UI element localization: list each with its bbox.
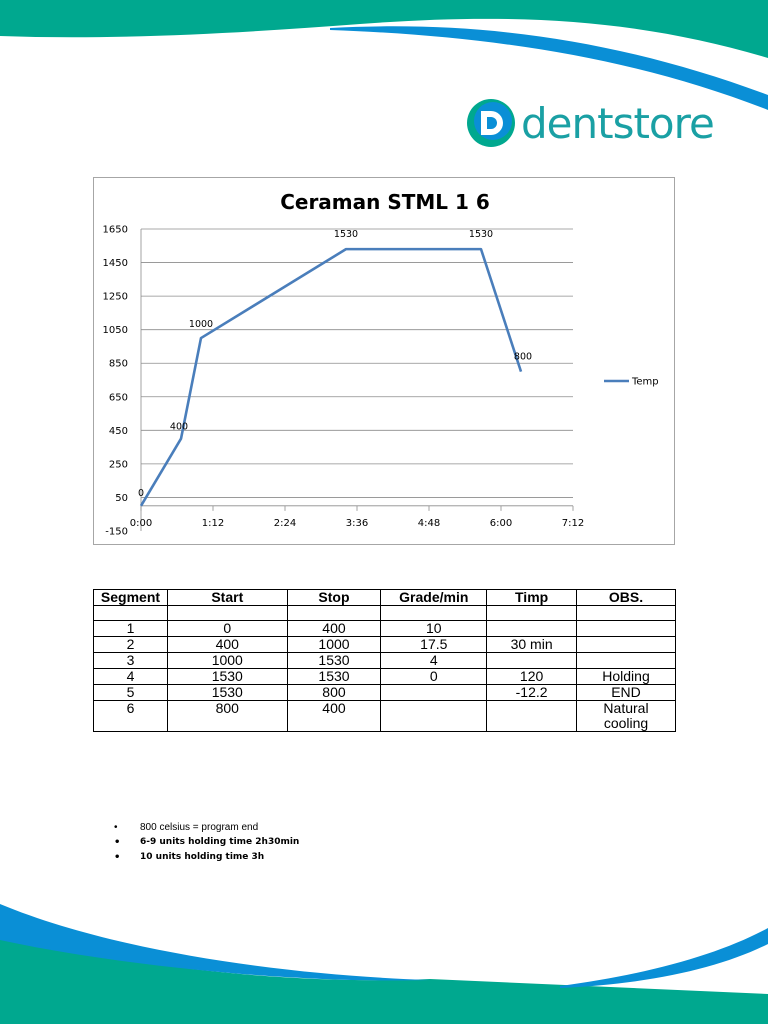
column-header: Stop: [286, 589, 382, 606]
x-tick-label: 3:36: [346, 518, 368, 529]
x-tick-label: 0:00: [130, 518, 152, 529]
x-tick-label: 6:00: [490, 518, 512, 529]
column-header: Timp: [486, 589, 577, 606]
column-header: Segment: [93, 589, 168, 606]
table-cell: [486, 700, 577, 732]
table-header-row: Segment Start Stop Grade/min Timp OBS.: [93, 589, 676, 606]
table-cell: 400: [166, 636, 288, 653]
table-cell: [286, 605, 382, 621]
column-header: OBS.: [576, 589, 676, 606]
data-label: 800: [514, 352, 532, 363]
table-cell: 30 min: [486, 636, 577, 653]
data-label: 1530: [469, 229, 493, 240]
table-cell: [93, 605, 168, 621]
data-label: 1000: [189, 319, 213, 330]
table-cell: 1530: [166, 684, 288, 701]
table-cell: [576, 605, 676, 621]
table-row: [93, 605, 676, 621]
table-cell: [576, 652, 676, 669]
chart-title: Ceraman STML 1 6: [280, 190, 490, 214]
table-body: 1 0 400 10 2 400 1000 17.5 30 min 3 1000 1530 4 4 1530…: [93, 605, 676, 732]
segment-table: Segment Start Stop Grade/min Timp OBS. 1 0 400 1…: [93, 589, 676, 732]
list-item: 10 units holding time 3h: [114, 850, 299, 865]
table-cell: [380, 684, 488, 701]
legend-label: Temp: [631, 377, 659, 388]
temp-series-line: [139, 247, 523, 507]
table-row: 1 0 400 10: [93, 620, 676, 637]
table-cell: [380, 605, 488, 621]
y-tick-label: 1050: [103, 325, 128, 336]
table-cell: 0: [166, 620, 288, 637]
table-cell: 1000: [166, 652, 288, 669]
data-label: 0: [138, 488, 144, 499]
table-cell: [486, 620, 577, 637]
table-cell: 6: [93, 700, 168, 732]
table-row: 5 1530 800 -12.2 END: [93, 684, 676, 701]
y-tick-label: 650: [109, 392, 128, 403]
x-tick-label: 7:12: [562, 518, 584, 529]
table-cell: 120: [486, 668, 577, 685]
x-tick-label: 1:12: [202, 518, 224, 529]
table-cell: 400: [286, 700, 382, 732]
logo-text: dentstore: [521, 99, 715, 148]
y-tick-label: -150: [105, 527, 128, 538]
data-label: 1530: [334, 229, 358, 240]
table-cell: 17.5: [380, 636, 488, 653]
header-wave: [0, 0, 768, 110]
x-tick-label: 2:24: [274, 518, 296, 529]
table-cell: 2: [93, 636, 168, 653]
table-cell: 10: [380, 620, 488, 637]
column-header: Start: [166, 589, 288, 606]
footer-wave: [0, 904, 768, 1024]
table-cell: Holding: [576, 668, 676, 685]
y-tick-label: 50: [115, 493, 128, 504]
table-row: 2 400 1000 17.5 30 min: [93, 636, 676, 653]
y-tick-label: 1250: [103, 292, 128, 303]
y-tick-label: 1650: [103, 225, 128, 236]
table-cell: [166, 605, 288, 621]
table-cell: 1530: [166, 668, 288, 685]
list-item: 6-9 units holding time 2h30min: [114, 835, 299, 850]
logo-mark-icon: [467, 99, 515, 147]
note-text: 10 units holding time 3h: [140, 852, 265, 862]
table-cell: [576, 636, 676, 653]
table-cell: [576, 620, 676, 637]
y-tick-label: 250: [109, 459, 128, 470]
list-item: 800 celsius = program end: [114, 820, 299, 835]
table-cell: -12.2: [486, 684, 577, 701]
y-tick-label: 1450: [103, 258, 128, 269]
table-cell: END: [576, 684, 676, 701]
data-label: 400: [170, 422, 188, 433]
table-cell: Natural cooling: [576, 700, 676, 732]
table-cell: 1530: [286, 652, 382, 669]
x-tick-label: 4:48: [418, 518, 440, 529]
table-cell: [486, 652, 577, 669]
table-cell: 0: [380, 668, 488, 685]
note-text: 800 celsius = program end: [140, 822, 259, 833]
table-row: 4 1530 1530 0 120 Holding: [93, 668, 676, 685]
y-tick-label: 450: [109, 426, 128, 437]
table-cell: 400: [286, 620, 382, 637]
table-cell: 1: [93, 620, 168, 637]
temperature-chart: Ceraman STML 1 6 1650 1450 1250 1050 850 650 4…: [93, 177, 675, 545]
notes-list: 800 celsius = program end 6-9 units hold…: [114, 820, 299, 865]
table-cell: 4: [380, 652, 488, 669]
table-cell: 800: [166, 700, 288, 732]
table-cell: 800: [286, 684, 382, 701]
table-cell: 5: [93, 684, 168, 701]
note-text: 6-9 units holding time 2h30min: [140, 837, 300, 847]
table-cell: 1530: [286, 668, 382, 685]
table-cell: 3: [93, 652, 168, 669]
table-cell: 1000: [286, 636, 382, 653]
table-row: 6 800 400 Natural cooling: [93, 700, 676, 732]
column-header: Grade/min: [380, 589, 488, 606]
table-cell: 4: [93, 668, 168, 685]
dentstore-logo: dentstore: [466, 98, 715, 150]
table-row: 3 1000 1530 4: [93, 652, 676, 669]
table-cell: [486, 605, 577, 621]
y-tick-label: 850: [109, 359, 128, 370]
table-cell: [380, 700, 488, 732]
